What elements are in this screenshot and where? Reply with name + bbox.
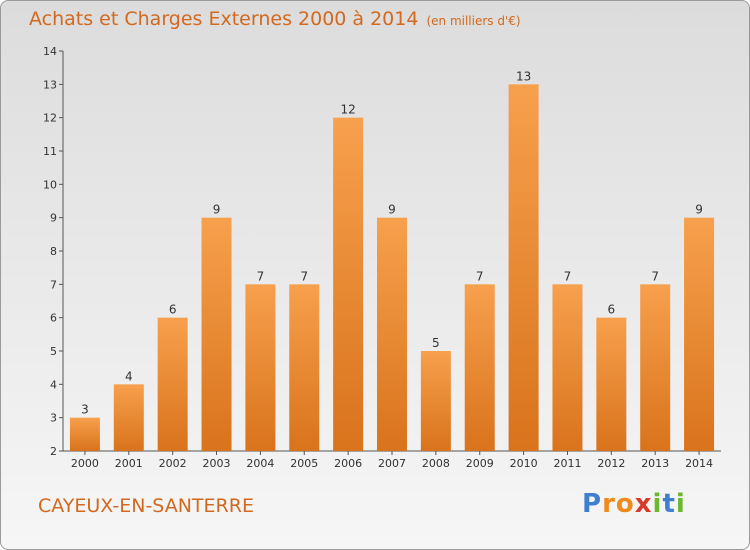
logo-letter: t [662, 489, 676, 519]
x-tick-label: 2008 [422, 457, 450, 470]
data-label: 7 [300, 269, 308, 283]
bar [464, 284, 495, 451]
chart-subtitle: (en milliers d'€) [426, 14, 521, 28]
x-tick-label: 2003 [203, 457, 231, 470]
x-tick-label: 2007 [378, 457, 406, 470]
y-tick-label: 11 [43, 145, 57, 158]
bar [508, 84, 539, 451]
bar [113, 384, 144, 451]
data-label: 13 [516, 69, 531, 83]
data-label: 7 [476, 269, 484, 283]
data-label: 3 [81, 403, 89, 417]
data-label: 6 [169, 303, 177, 317]
y-tick-label: 5 [50, 345, 57, 358]
y-tick-label: 13 [43, 78, 57, 91]
logo-letter: P [582, 489, 603, 519]
bar [552, 284, 583, 451]
x-tick-label: 2013 [641, 457, 669, 470]
logo-letter: r [602, 489, 616, 519]
bar [157, 317, 188, 451]
logo-letter: x [634, 489, 653, 519]
x-tick-label: 2011 [553, 457, 581, 470]
bar [377, 217, 407, 451]
x-tick-label: 2014 [685, 457, 713, 470]
city-name: CAYEUX-EN-SANTERRE [38, 495, 254, 517]
chart-title-text: Achats et Charges Externes 2000 à 2014 [29, 8, 419, 30]
y-tick-label: 9 [50, 212, 57, 225]
logo-letter: i [652, 489, 663, 519]
data-label: 7 [564, 269, 572, 283]
y-tick-label: 2 [50, 445, 57, 458]
logo-letter: i [675, 489, 686, 519]
y-tick-label: 10 [43, 178, 57, 191]
bar [684, 217, 715, 451]
data-label: 9 [695, 203, 703, 217]
y-tick-label: 4 [50, 378, 57, 391]
bar [420, 351, 451, 451]
data-label: 12 [340, 103, 355, 117]
data-label: 9 [213, 203, 221, 217]
y-tick-label: 6 [50, 312, 57, 325]
data-label: 9 [388, 203, 396, 217]
x-tick-label: 2012 [597, 457, 625, 470]
x-tick-label: 2002 [159, 457, 187, 470]
bar [69, 417, 100, 451]
y-tick-label: 8 [50, 245, 57, 258]
bar [596, 317, 627, 451]
logo-letter: o [615, 489, 635, 519]
data-label: 6 [608, 303, 616, 317]
bar [333, 117, 364, 452]
x-tick-label: 2001 [115, 457, 143, 470]
x-tick-label: 2004 [246, 457, 274, 470]
data-label: 5 [432, 336, 440, 350]
bar [201, 217, 232, 451]
y-tick-label: 12 [43, 112, 57, 125]
data-label: 7 [257, 269, 265, 283]
bar [289, 284, 320, 451]
bar [640, 284, 671, 451]
data-label: 7 [651, 269, 659, 283]
y-tick-label: 14 [43, 45, 57, 58]
y-tick-label: 7 [50, 278, 57, 291]
x-tick-label: 2006 [334, 457, 362, 470]
x-tick-label: 2009 [466, 457, 494, 470]
x-tick-label: 2005 [290, 457, 318, 470]
y-tick-label: 3 [50, 412, 57, 425]
data-label: 4 [125, 369, 133, 383]
bar [245, 284, 276, 451]
proxiti-logo: Proxiti [582, 489, 686, 519]
x-tick-label: 2000 [71, 457, 99, 470]
chart-title: Achats et Charges Externes 2000 à 2014 (e… [29, 8, 521, 30]
x-tick-label: 2010 [510, 457, 538, 470]
